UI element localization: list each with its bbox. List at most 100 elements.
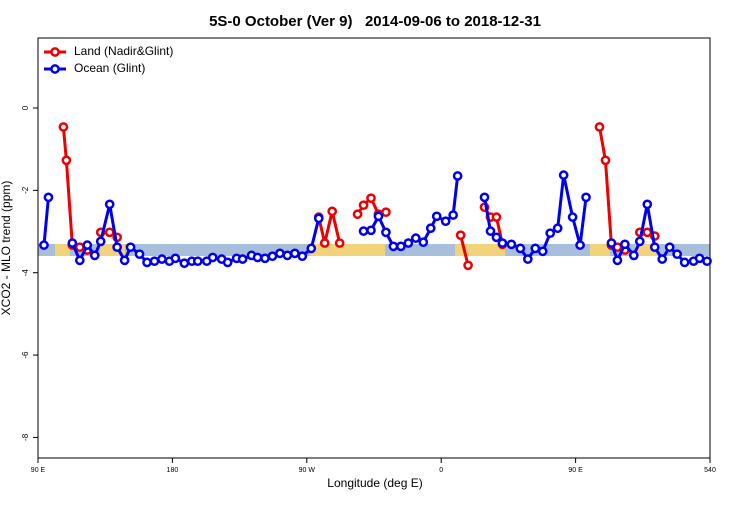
series-point [620, 239, 630, 250]
series-point [530, 243, 541, 254]
series-point [642, 199, 653, 210]
series-point [366, 225, 376, 236]
series-point [95, 236, 106, 247]
series-point [440, 216, 451, 227]
chart-title: 5S-0 October (Ver 9) 2014-09-06 to 2018-… [209, 13, 541, 30]
series-point [112, 242, 122, 253]
series-point [252, 252, 263, 263]
series-point [74, 255, 85, 266]
legend-label: Ocean (Glint) [74, 61, 145, 75]
series-point [89, 250, 100, 261]
series-point [82, 240, 93, 250]
y-tick-label: 0 [21, 105, 30, 110]
series-point [657, 254, 668, 264]
y-tick-label: -2 [21, 186, 30, 194]
series-point [491, 232, 502, 243]
series-line [459, 234, 470, 266]
series-point [506, 239, 517, 250]
series-point [410, 233, 421, 243]
series-point [61, 155, 72, 166]
series-point [125, 242, 136, 253]
series-point [431, 211, 442, 222]
series-point [237, 254, 248, 264]
series-point [58, 122, 69, 132]
series-point [664, 242, 675, 253]
series-point [313, 213, 324, 224]
series-point [290, 248, 300, 259]
series-point [327, 206, 338, 217]
x-tick-label: 180 [167, 467, 179, 474]
series-point [642, 227, 653, 238]
series-point [552, 223, 563, 234]
series-line [42, 197, 50, 246]
legend-marker [50, 64, 60, 74]
series-point [522, 254, 533, 264]
series-point [179, 258, 190, 269]
x-axis-label: Longitude (deg E) [327, 476, 422, 490]
series-point [306, 243, 317, 254]
y-tick-label: -8 [21, 433, 30, 441]
series-point [448, 210, 458, 220]
series-point [672, 249, 682, 260]
series-point [207, 252, 218, 263]
plot-frame [37, 37, 711, 459]
series-point [425, 223, 436, 234]
series-point [702, 256, 712, 267]
series-point [381, 227, 391, 238]
y-tick-label: -4 [21, 269, 30, 277]
series-point [157, 254, 167, 264]
series-point [418, 237, 429, 248]
series-point [485, 226, 496, 236]
series-point [358, 200, 369, 211]
series-point [39, 240, 49, 250]
series-point [679, 257, 690, 268]
x-tick-label: 540 [704, 467, 716, 474]
series-point [491, 212, 502, 222]
series-line [317, 211, 342, 244]
x-tick-label: 90 E [31, 467, 46, 474]
series-point [452, 171, 463, 181]
series-point [142, 257, 152, 268]
series-point [497, 238, 508, 248]
series-point [649, 242, 660, 253]
series-point [575, 240, 585, 250]
series-point [388, 241, 399, 252]
series-point [192, 256, 203, 267]
legend-marker [50, 47, 60, 57]
series-point [104, 199, 115, 210]
series-point [319, 238, 330, 248]
series-point [366, 193, 376, 204]
series-point [358, 226, 369, 236]
series-point [694, 253, 705, 264]
legend-label: Land (Nadir&Glint) [74, 44, 173, 58]
series-point [581, 192, 591, 203]
series-point [545, 228, 556, 239]
series-point [479, 192, 490, 203]
series-point [352, 209, 363, 220]
series-point [275, 248, 285, 259]
series-point [463, 260, 473, 271]
series-point [334, 238, 345, 248]
x-tick-label: 90 W [299, 467, 316, 474]
series-point [43, 192, 54, 203]
series-point [628, 250, 639, 261]
series-point [282, 250, 293, 261]
series-point [104, 227, 115, 238]
series-point [297, 251, 308, 262]
series-point [600, 155, 611, 166]
series-line [61, 126, 88, 252]
series-point [74, 242, 85, 253]
series-point [119, 255, 130, 266]
series-point [558, 170, 569, 180]
series-point [594, 122, 605, 132]
y-axis-label: XCO2 - MLO trend (ppm) [0, 181, 13, 316]
series-point [634, 236, 645, 247]
series-point [396, 241, 406, 252]
series-point [260, 253, 270, 264]
y-tick-label: -6 [21, 351, 30, 359]
series-point [515, 243, 526, 254]
x-tick-label: 0 [439, 467, 443, 474]
series-point [567, 212, 578, 222]
series-point [67, 238, 78, 248]
series-point [612, 255, 623, 266]
